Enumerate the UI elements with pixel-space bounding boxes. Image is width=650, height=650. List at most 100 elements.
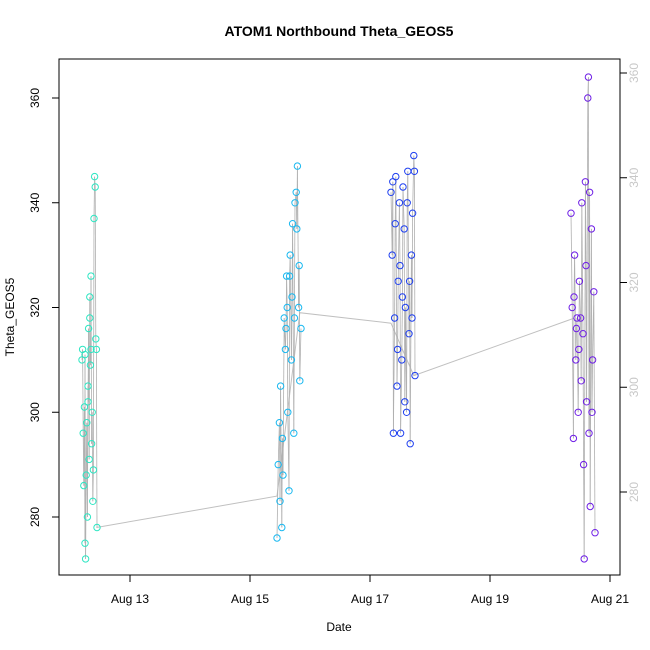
series-4 [567, 73, 599, 563]
data-point [574, 408, 582, 416]
data-point [411, 371, 419, 380]
data-point [86, 361, 95, 369]
series-trace-segment [291, 296, 293, 360]
y-axis-left: 280 300 320 340 360 [28, 88, 60, 527]
data-point [389, 429, 398, 437]
data-point [582, 261, 590, 270]
series-3 [387, 151, 419, 448]
data-point [85, 455, 93, 464]
data-point [89, 497, 97, 505]
data-point [284, 408, 292, 416]
data-point [585, 188, 594, 197]
data-point [570, 251, 579, 259]
data-point [275, 419, 284, 427]
data-point [582, 398, 591, 406]
data-point [389, 178, 397, 186]
series-trace-segment [579, 281, 581, 319]
data-point [84, 382, 92, 390]
series-trace-segment [396, 349, 398, 387]
data-point [87, 345, 95, 354]
data-point [403, 199, 411, 207]
data-point [279, 471, 287, 479]
data-point [81, 555, 90, 563]
y-tick-label-right: 300 [627, 377, 641, 397]
series-trace-segment [586, 97, 589, 402]
data-point [84, 398, 92, 406]
y-tick-label-left: 300 [28, 402, 42, 422]
series-trace-segment [293, 317, 295, 434]
series-trace-segment [397, 281, 399, 350]
data-point [293, 162, 302, 170]
series-trace-segment [409, 255, 412, 444]
y-tick-label-left: 320 [28, 297, 42, 317]
data-point [405, 277, 414, 285]
data-point [587, 225, 596, 233]
series-trace-segment [400, 359, 403, 434]
data-point [80, 403, 89, 411]
data-point [568, 303, 576, 312]
data-point [92, 345, 101, 354]
data-point [578, 199, 586, 207]
data-point [586, 502, 594, 511]
data-point [391, 220, 399, 228]
x-tick-label: Aug 21 [591, 592, 629, 606]
data-point [294, 303, 303, 312]
series-trace-segment [412, 155, 415, 214]
series-trace-segment [401, 186, 404, 298]
data-point [585, 429, 593, 437]
data-point [388, 251, 396, 259]
data-point [290, 429, 298, 437]
data-point [575, 345, 583, 354]
series-trace-segment [399, 265, 402, 434]
data-point [292, 188, 300, 197]
series-trace-segment [413, 155, 415, 172]
series-trace-segment [96, 349, 98, 528]
data-point [89, 466, 98, 474]
x-axis: Aug 13 Aug 15 Aug 17 Aug 19 Aug 21 [111, 574, 629, 606]
data-point [393, 345, 402, 354]
data-point [400, 225, 408, 233]
series-trace-segment [286, 307, 289, 413]
series-trace-segment [413, 171, 416, 376]
series-2 [273, 162, 305, 542]
series-trace-segment [297, 166, 299, 308]
data-point [573, 314, 581, 322]
data-point [295, 261, 303, 270]
data-point [93, 523, 101, 532]
data-point [576, 314, 585, 322]
series-trace-segment [288, 276, 291, 491]
series-trace-segment [90, 276, 92, 444]
data-point [387, 188, 395, 197]
data-point [396, 261, 404, 270]
data-point [84, 324, 93, 333]
data-point [79, 429, 87, 437]
data-point [297, 324, 305, 333]
series-trace-segment [591, 359, 593, 413]
data-point [282, 324, 290, 333]
data-point [581, 178, 590, 186]
data-point [394, 277, 402, 285]
data-point [572, 324, 581, 333]
data-point [86, 293, 94, 301]
data-point [274, 460, 282, 469]
data-point [290, 314, 299, 322]
data-point [410, 167, 419, 176]
series-trace-segment [393, 317, 395, 434]
data-point [288, 293, 296, 301]
series-trace-segment [583, 181, 586, 559]
series-trace-segment [276, 464, 279, 539]
series-trace-segment [293, 202, 296, 319]
data-point [579, 330, 587, 338]
series-trace-segment [394, 223, 396, 319]
data-point [406, 440, 414, 448]
data-point [408, 314, 416, 322]
data-point [282, 272, 291, 280]
data-point [278, 434, 287, 443]
y-tick-label-left: 280 [28, 507, 42, 527]
x-tick-label: Aug 17 [351, 592, 389, 606]
data-point [588, 356, 597, 364]
connector-lines [96, 312, 575, 528]
series-trace-segment [92, 469, 94, 502]
data-point [577, 377, 585, 385]
